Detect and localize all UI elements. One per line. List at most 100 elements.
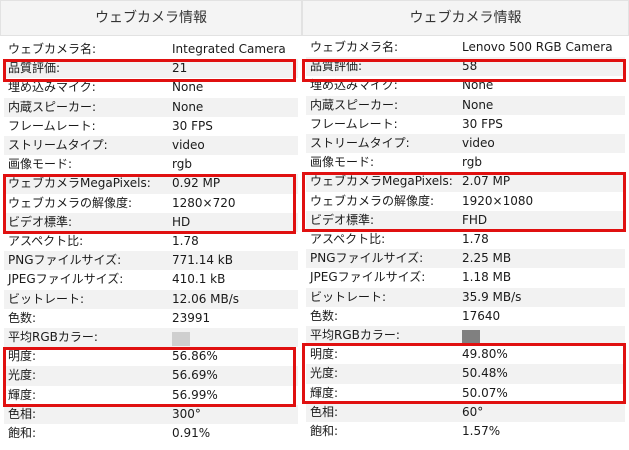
info-row: ビットレート: 35.9 MB/s: [306, 287, 625, 307]
info-label: 平均RGBカラー:: [8, 330, 98, 344]
info-row: 飽和: 1.57%: [306, 422, 625, 441]
info-label: 光度:: [310, 366, 339, 381]
info-row: 色相: 300°: [4, 404, 298, 424]
info-value: video: [462, 136, 495, 150]
right-webcam-panel: ウェブカメラ情報 ウェブカメラ名: Lenovo 500 RGB Camera 品質…: [302, 0, 629, 450]
color-swatch: [462, 329, 480, 344]
info-row: JPEGファイルサイズ: 1.18 MB: [306, 268, 625, 287]
info-label: アスペクト比:: [8, 234, 84, 248]
info-value: Lenovo 500 RGB Camera: [462, 40, 613, 54]
info-label: ビットレート:: [8, 291, 85, 306]
info-row: JPEGファイルサイズ: 410.1 kB: [4, 270, 298, 289]
info-row: 埋め込みマイク: None: [306, 76, 625, 95]
info-row: ストリームタイプ: video: [4, 136, 298, 156]
info-value: 410.1 kB: [172, 272, 226, 287]
info-label: 画像モード:: [310, 155, 375, 170]
info-value: 1280×720: [172, 195, 236, 210]
info-label: 色数:: [8, 310, 37, 325]
info-label: PNGファイルサイズ:: [8, 253, 122, 268]
info-value: 21: [172, 61, 188, 76]
info-row: ウェブカメラMegaPixels: 0.92 MP: [4, 174, 298, 194]
info-value: HD: [172, 214, 191, 229]
info-row: 画像モード: rgb: [4, 155, 298, 174]
info-row: 平均RGBカラー:: [306, 326, 625, 346]
info-row: 色数: 23991: [4, 309, 298, 328]
info-value: 50.07%: [462, 385, 508, 400]
info-row: 飽和: 0.91%: [4, 424, 298, 443]
info-value: None: [172, 99, 204, 114]
info-value: 2.25 MB: [462, 251, 512, 266]
left-webcam-panel: ウェブカメラ情報 ウェブカメラ名: Integrated Camera 品質評価: 2…: [0, 0, 302, 450]
info-row: ウェブカメラの解像度: 1280×720: [4, 194, 298, 213]
info-value: 1.78: [462, 232, 489, 246]
info-label: 輝度:: [310, 385, 339, 400]
info-row: ウェブカメラ名: Integrated Camera: [4, 40, 298, 59]
right-panel-title: ウェブカメラ情報: [302, 0, 629, 36]
info-row: フレームレート: 30 FPS: [306, 115, 625, 134]
info-label: ストリームタイプ:: [310, 136, 410, 150]
info-row: アスペクト比: 1.78: [4, 232, 298, 251]
info-value: Integrated Camera: [172, 42, 286, 56]
info-label: 埋め込みマイク:: [8, 80, 96, 95]
info-value: FHD: [462, 212, 488, 227]
info-label: 内蔵スピーカー:: [310, 97, 399, 112]
info-row: 色数: 17640: [306, 307, 625, 326]
info-label: ウェブカメラの解像度:: [310, 193, 435, 208]
info-value: 0.92 MP: [172, 176, 221, 191]
info-label: 飽和:: [310, 424, 339, 438]
info-label: ウェブカメラMegaPixels:: [310, 174, 453, 189]
info-value: None: [172, 80, 204, 95]
info-row: 内蔵スピーカー: None: [4, 97, 298, 117]
info-row: 光度: 50.48%: [306, 364, 625, 384]
info-value: None: [462, 78, 494, 93]
info-row: ウェブカメラの解像度: 1920×1080: [306, 192, 625, 211]
info-value: 0.91%: [172, 426, 211, 440]
info-label: 埋め込みマイク:: [310, 78, 398, 93]
info-row: PNGファイルサイズ: 2.25 MB: [306, 249, 625, 269]
info-label: アスペクト比:: [310, 232, 386, 246]
info-label: 光度:: [8, 368, 37, 383]
info-row: 色相: 60°: [306, 402, 625, 422]
info-value: 1.78: [172, 234, 199, 248]
info-row: 画像モード: rgb: [306, 153, 625, 172]
info-row: 輝度: 50.07%: [306, 384, 625, 403]
info-label: ストリームタイプ:: [8, 138, 108, 152]
info-value: 17640: [462, 308, 501, 323]
info-row: ビデオ標準: HD: [4, 212, 298, 232]
info-row: 明度: 49.80%: [306, 345, 625, 364]
info-value: 1920×1080: [462, 193, 534, 208]
info-value: 56.86%: [172, 349, 218, 364]
info-row: ビデオ標準: FHD: [306, 210, 625, 230]
info-row: ウェブカメラ名: Lenovo 500 RGB Camera: [306, 38, 625, 57]
info-value: 49.80%: [462, 347, 508, 362]
info-label: ウェブカメラ名:: [8, 42, 97, 56]
info-value: 771.14 kB: [172, 253, 233, 268]
info-label: ウェブカメラMegaPixels:: [8, 176, 151, 191]
info-label: JPEGファイルサイズ:: [8, 272, 124, 287]
info-row: ストリームタイプ: video: [306, 134, 625, 154]
info-row: 内蔵スピーカー: None: [306, 95, 625, 115]
info-label: ビデオ標準:: [8, 214, 73, 229]
info-value: 30 FPS: [462, 116, 503, 131]
info-label: フレームレート:: [8, 118, 96, 133]
info-row: 埋め込みマイク: None: [4, 78, 298, 97]
info-value: 58: [462, 59, 478, 74]
info-row: 品質評価: 21: [4, 59, 298, 79]
info-value: 23991: [172, 310, 211, 325]
info-row: 光度: 56.69%: [4, 366, 298, 386]
info-row: フレームレート: 30 FPS: [4, 117, 298, 136]
info-value: 56.99%: [172, 387, 218, 402]
info-label: 明度:: [8, 349, 37, 364]
color-swatch: [172, 331, 190, 346]
info-value: 12.06 MB/s: [172, 291, 240, 306]
info-row: 輝度: 56.99%: [4, 386, 298, 405]
info-label: 品質評価:: [310, 59, 363, 74]
info-value: 35.9 MB/s: [462, 289, 522, 304]
info-value: rgb: [462, 155, 482, 170]
info-label: 内蔵スピーカー:: [8, 99, 97, 114]
info-value: 1.57%: [462, 424, 501, 438]
info-label: ビデオ標準:: [310, 212, 375, 227]
info-label: 飽和:: [8, 426, 37, 440]
info-value: 1.18 MB: [462, 270, 512, 285]
info-label: 色相:: [8, 406, 37, 421]
